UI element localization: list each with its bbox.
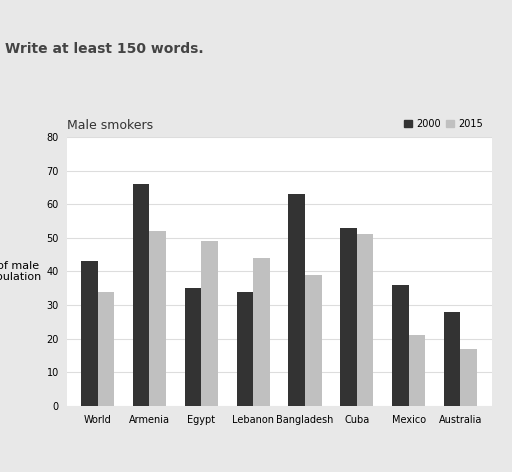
Bar: [444, 312, 460, 406]
Bar: [409, 335, 425, 406]
Bar: [253, 258, 270, 406]
Bar: [185, 288, 201, 406]
Bar: [357, 235, 373, 406]
Bar: [460, 349, 477, 406]
Bar: [340, 228, 357, 406]
Text: Write at least 150 words.: Write at least 150 words.: [5, 42, 204, 57]
Bar: [81, 261, 98, 406]
Text: Male smokers: Male smokers: [67, 118, 153, 132]
Y-axis label: % of male
population: % of male population: [0, 261, 41, 282]
Bar: [201, 241, 218, 406]
Bar: [288, 194, 305, 406]
Bar: [98, 292, 114, 406]
Bar: [150, 231, 166, 406]
Bar: [237, 292, 253, 406]
Legend: 2000, 2015: 2000, 2015: [400, 115, 487, 133]
Bar: [305, 275, 322, 406]
Bar: [392, 285, 409, 406]
Bar: [133, 184, 150, 406]
